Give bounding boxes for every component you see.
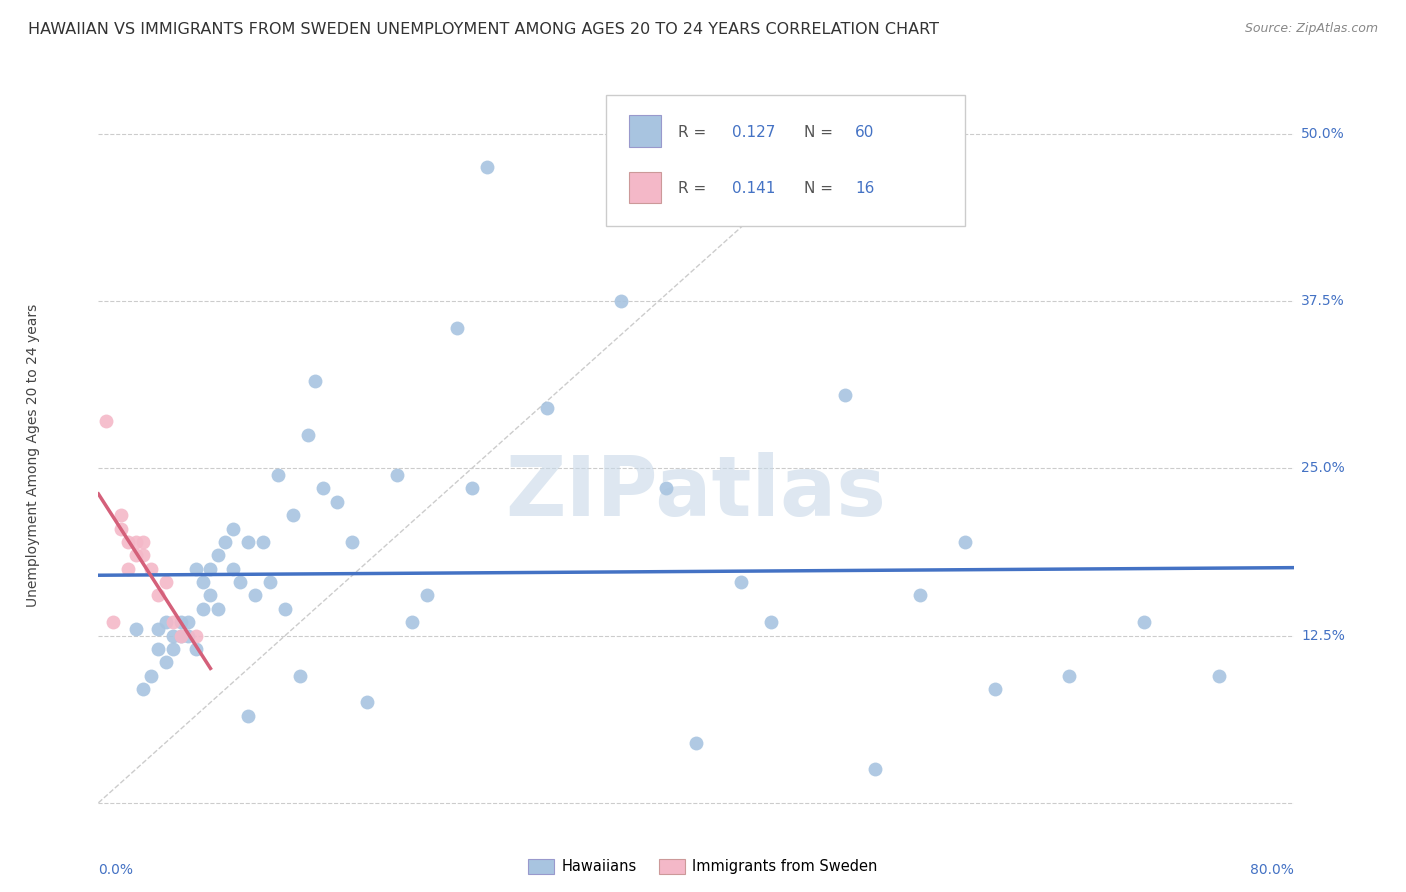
Text: R =: R = — [678, 125, 711, 140]
Point — [139, 669, 162, 683]
Text: ZIPatlas: ZIPatlas — [506, 452, 886, 533]
Point — [110, 522, 132, 536]
Point — [222, 522, 245, 536]
Point — [984, 682, 1007, 697]
Text: HAWAIIAN VS IMMIGRANTS FROM SWEDEN UNEMPLOYMENT AMONG AGES 20 TO 24 YEARS CORREL: HAWAIIAN VS IMMIGRANTS FROM SWEDEN UNEMP… — [28, 22, 939, 37]
Point — [274, 602, 297, 616]
Point — [177, 615, 200, 630]
Point — [155, 655, 177, 669]
Text: 80.0%: 80.0% — [1250, 863, 1294, 877]
Point — [385, 467, 409, 482]
Point — [401, 615, 423, 630]
Point — [184, 562, 207, 576]
Text: 25.0%: 25.0% — [1301, 461, 1344, 475]
Point — [229, 575, 252, 590]
Point — [297, 428, 319, 442]
Point — [132, 682, 155, 697]
Point — [356, 696, 378, 710]
Point — [191, 602, 214, 616]
Point — [236, 534, 259, 549]
Point — [125, 534, 148, 549]
Point — [730, 575, 752, 590]
Point — [259, 575, 281, 590]
Point — [184, 642, 207, 657]
Text: 0.141: 0.141 — [733, 181, 775, 196]
Point — [155, 615, 177, 630]
Point — [155, 575, 177, 590]
Point — [267, 467, 290, 482]
Point — [865, 762, 887, 776]
Point — [326, 494, 349, 508]
Point — [214, 534, 236, 549]
Point — [169, 615, 191, 630]
Point — [148, 642, 170, 657]
Text: R =: R = — [678, 181, 711, 196]
Text: 0.0%: 0.0% — [98, 863, 134, 877]
Point — [288, 669, 311, 683]
Point — [446, 321, 468, 335]
Point — [169, 629, 191, 643]
Text: Unemployment Among Ages 20 to 24 years: Unemployment Among Ages 20 to 24 years — [25, 303, 39, 607]
Point — [1208, 669, 1230, 683]
Text: 37.5%: 37.5% — [1301, 294, 1344, 308]
Point — [655, 482, 678, 496]
Point — [685, 735, 707, 749]
Point — [207, 602, 229, 616]
Point — [191, 575, 214, 590]
Text: 16: 16 — [855, 181, 875, 196]
Text: 60: 60 — [855, 125, 875, 140]
Point — [200, 562, 222, 576]
Text: 0.127: 0.127 — [733, 125, 775, 140]
Point — [103, 615, 125, 630]
Point — [1133, 615, 1156, 630]
Point — [162, 615, 184, 630]
Text: 12.5%: 12.5% — [1301, 629, 1346, 642]
Point — [132, 548, 155, 563]
Point — [342, 534, 364, 549]
FancyBboxPatch shape — [628, 171, 661, 203]
Point — [610, 294, 633, 309]
Point — [834, 387, 856, 401]
Text: N =: N = — [804, 125, 838, 140]
Text: N =: N = — [804, 181, 838, 196]
Point — [200, 589, 222, 603]
Point — [125, 548, 148, 563]
Point — [117, 534, 139, 549]
Text: Source: ZipAtlas.com: Source: ZipAtlas.com — [1244, 22, 1378, 36]
Point — [759, 615, 782, 630]
Point — [110, 508, 132, 523]
Point — [475, 161, 498, 175]
Point — [252, 534, 274, 549]
Point — [953, 534, 976, 549]
Point — [461, 482, 484, 496]
Legend: Hawaiians, Immigrants from Sweden: Hawaiians, Immigrants from Sweden — [523, 853, 883, 880]
Point — [148, 589, 170, 603]
Point — [184, 629, 207, 643]
Point — [908, 589, 931, 603]
Text: 50.0%: 50.0% — [1301, 127, 1344, 141]
Point — [281, 508, 304, 523]
Point — [304, 375, 326, 389]
FancyBboxPatch shape — [628, 115, 661, 147]
Point — [162, 629, 184, 643]
Point — [139, 562, 162, 576]
Point — [311, 482, 333, 496]
Point — [245, 589, 267, 603]
Point — [162, 642, 184, 657]
Point — [132, 534, 155, 549]
Point — [148, 622, 170, 636]
Point — [416, 589, 439, 603]
Point — [236, 708, 259, 723]
FancyBboxPatch shape — [606, 95, 965, 227]
Point — [117, 562, 139, 576]
Point — [536, 401, 558, 416]
Point — [222, 562, 245, 576]
Point — [169, 629, 191, 643]
Point — [125, 622, 148, 636]
Point — [177, 629, 200, 643]
Point — [207, 548, 229, 563]
Point — [94, 414, 117, 429]
Point — [1059, 669, 1081, 683]
